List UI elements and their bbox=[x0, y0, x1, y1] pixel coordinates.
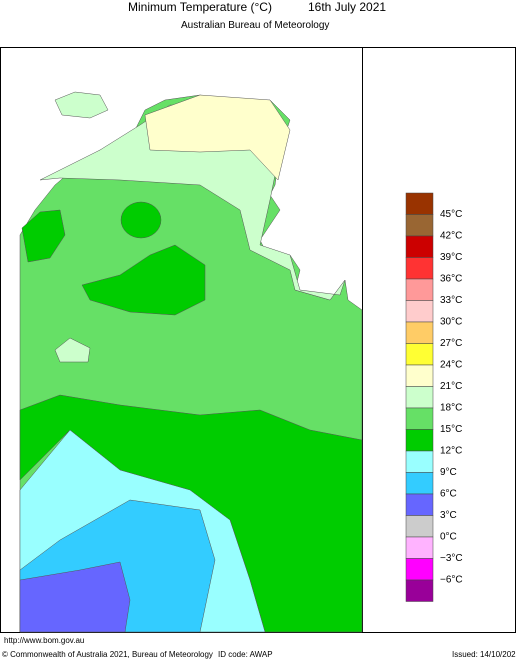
legend-label: 18°C bbox=[440, 403, 462, 414]
legend-label: 21°C bbox=[440, 381, 462, 392]
zone-18-21 bbox=[54, 337, 91, 363]
legend-swatch bbox=[405, 257, 434, 280]
legend-swatch bbox=[405, 343, 434, 366]
legend-label: 12°C bbox=[440, 446, 462, 457]
zone-21-24 bbox=[144, 94, 291, 181]
legend-swatch bbox=[405, 536, 434, 559]
legend-swatch bbox=[405, 579, 434, 602]
legend-label: 15°C bbox=[440, 424, 462, 435]
legend-label: 39°C bbox=[440, 252, 462, 263]
zone-12-15 bbox=[120, 201, 162, 239]
legend-label: 33°C bbox=[440, 295, 462, 306]
legend-label: 30°C bbox=[440, 317, 462, 328]
legend-swatch bbox=[405, 450, 434, 473]
legend-swatch bbox=[405, 214, 434, 237]
legend-swatch bbox=[405, 321, 434, 344]
legend-frame bbox=[362, 47, 516, 633]
zone-12-15 bbox=[21, 209, 66, 263]
url: http://www.bom.gov.au bbox=[4, 636, 85, 645]
legend-swatch bbox=[405, 235, 434, 258]
legend-label: 9°C bbox=[440, 467, 457, 478]
legend-label: 6°C bbox=[440, 489, 457, 500]
legend-label: 27°C bbox=[440, 338, 462, 349]
date: 16th July 2021 bbox=[308, 0, 387, 14]
zone-12-15 bbox=[81, 244, 206, 316]
legend-label: 3°C bbox=[440, 510, 457, 521]
copyright: © Commonwealth of Australia 2021, Bureau… bbox=[2, 650, 213, 659]
legend-label: −3°C bbox=[440, 553, 463, 564]
legend-swatch bbox=[405, 278, 434, 301]
issued: Issued: 14/10/2021 bbox=[452, 650, 516, 659]
legend-label: 0°C bbox=[440, 532, 457, 543]
map: 45°C 42°C 39°C 36°C 33°C 30°C 27°C 24°C 21°C 18°C… bbox=[0, 47, 516, 633]
legend-label: 36°C bbox=[440, 274, 462, 285]
legend-swatch bbox=[405, 300, 434, 323]
legend-swatch bbox=[405, 429, 434, 452]
legend-swatch bbox=[405, 364, 434, 387]
legend-swatch bbox=[405, 515, 434, 538]
legend-label: 45°C bbox=[440, 209, 462, 220]
legend-label: 24°C bbox=[440, 360, 462, 371]
legend-swatch bbox=[405, 407, 434, 430]
legend-label: −6°C bbox=[440, 575, 463, 586]
legend-swatch bbox=[405, 472, 434, 495]
legend-label: 42°C bbox=[440, 231, 462, 242]
island bbox=[54, 91, 109, 119]
legend: 45°C 42°C 39°C 36°C 33°C 30°C 27°C 24°C 21°C 18°C… bbox=[405, 192, 463, 602]
title: Minimum Temperature (°C) bbox=[128, 0, 272, 14]
subtitle: Australian Bureau of Meteorology bbox=[181, 20, 330, 31]
legend-swatch bbox=[405, 493, 434, 516]
legend-swatch bbox=[405, 192, 434, 215]
legend-swatch bbox=[405, 386, 434, 409]
legend-swatch bbox=[405, 558, 434, 581]
id-code: ID code: AWAP bbox=[218, 650, 273, 659]
zone-3-6 bbox=[19, 561, 131, 633]
